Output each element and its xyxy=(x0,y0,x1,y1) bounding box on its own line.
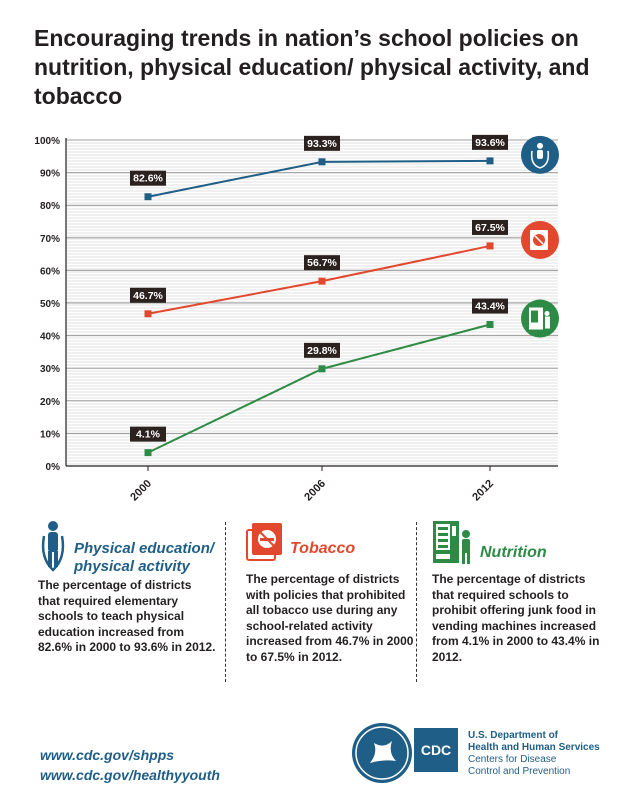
panel-body: The percentage of districts that require… xyxy=(38,578,216,654)
icon-head xyxy=(537,142,543,149)
data-label-box xyxy=(130,426,166,442)
data-label-box xyxy=(304,255,340,271)
y-tick-label: 30% xyxy=(40,364,60,375)
panel-title-line2: physical activity xyxy=(74,558,190,575)
icon-person-head xyxy=(544,311,550,317)
y-tick-label: 10% xyxy=(40,429,60,440)
hhs-line3: Centers for Disease xyxy=(468,754,557,765)
hhs-line4: Control and Prevention xyxy=(468,766,571,777)
data-point xyxy=(486,157,494,165)
icon-body xyxy=(537,149,543,159)
y-tick-label: 0% xyxy=(46,462,61,473)
links: www.cdc.gov/shpps www.cdc.gov/healthyyou… xyxy=(40,745,220,785)
panel-body: The percentage of districts that require… xyxy=(432,572,600,664)
page-title: Encouraging trends in nation’s school po… xyxy=(34,25,590,109)
y-tick-label: 100% xyxy=(34,136,60,147)
icon-person-body xyxy=(545,316,550,329)
data-point xyxy=(144,310,152,318)
data-label-box xyxy=(304,135,340,151)
panel-physical-education: Physical education/ physical activity Th… xyxy=(38,520,216,656)
data-point xyxy=(486,242,494,250)
data-label-box xyxy=(472,298,508,314)
y-tick-label: 20% xyxy=(40,397,60,408)
data-label: 67.5% xyxy=(475,222,505,234)
data-label: 29.8% xyxy=(307,345,337,357)
data-label-box xyxy=(472,134,508,150)
x-tick-label: 2012 xyxy=(470,478,496,504)
hhs-line2: Health and Human Services xyxy=(468,742,600,753)
y-tick-label: 60% xyxy=(40,266,60,277)
jump-rope-icon xyxy=(41,521,65,572)
data-point xyxy=(318,365,326,373)
data-label: 82.6% xyxy=(133,173,163,185)
panel-title: Tobacco xyxy=(290,540,356,557)
data-point xyxy=(318,277,326,285)
data-point xyxy=(144,449,152,457)
x-tick-label: 2000 xyxy=(128,478,154,504)
hhs-text: U.S. Department of Health and Human Serv… xyxy=(468,730,600,778)
data-point xyxy=(144,193,152,201)
y-tick-label: 70% xyxy=(40,234,60,245)
panel-nutrition: Nutrition The percentage of districts th… xyxy=(432,520,602,665)
data-label: 56.7% xyxy=(307,257,337,269)
link-healthyyouth[interactable]: www.cdc.gov/healthyyouth xyxy=(40,767,220,783)
panel-title-line1: Physical education/ xyxy=(74,540,215,557)
icon-window xyxy=(531,310,538,323)
vending-machine-icon xyxy=(433,521,470,564)
cdc-logo: CDC xyxy=(414,728,458,772)
icon-rope xyxy=(530,150,550,169)
data-label-box xyxy=(472,219,508,235)
data-label-box xyxy=(130,287,166,303)
data-label-box xyxy=(130,170,166,186)
data-point xyxy=(486,321,494,329)
no-smoking-icon xyxy=(246,523,282,561)
data-label: 46.7% xyxy=(133,290,163,302)
link-shpps[interactable]: www.cdc.gov/shpps xyxy=(40,747,175,763)
y-tick-label: 40% xyxy=(40,332,60,343)
panel-title: Nutrition xyxy=(480,544,547,561)
data-label: 93.6% xyxy=(475,137,505,149)
panel-body: The percentage of districts with policie… xyxy=(246,572,414,664)
y-tick-label: 90% xyxy=(40,169,60,180)
data-label: 4.1% xyxy=(136,429,161,441)
line-chart: 0% 10% 20% 30% 40% 50% 60% 70% 80% 90% 100% 2000 200… xyxy=(34,134,559,504)
divider xyxy=(416,522,417,682)
y-tick-label: 50% xyxy=(40,299,60,310)
data-label: 43.4% xyxy=(475,301,505,313)
hhs-line1: U.S. Department of xyxy=(468,730,559,741)
data-label: 93.3% xyxy=(307,138,337,150)
data-point xyxy=(318,158,326,166)
y-tick-label: 80% xyxy=(40,201,60,212)
x-tick-label: 2006 xyxy=(302,478,328,504)
icon-slash xyxy=(534,235,544,245)
panel-tobacco: Tobacco The percentage of districts with… xyxy=(246,520,416,665)
data-label-box xyxy=(304,342,340,358)
hhs-seal-logo xyxy=(352,723,412,783)
divider xyxy=(225,522,226,682)
